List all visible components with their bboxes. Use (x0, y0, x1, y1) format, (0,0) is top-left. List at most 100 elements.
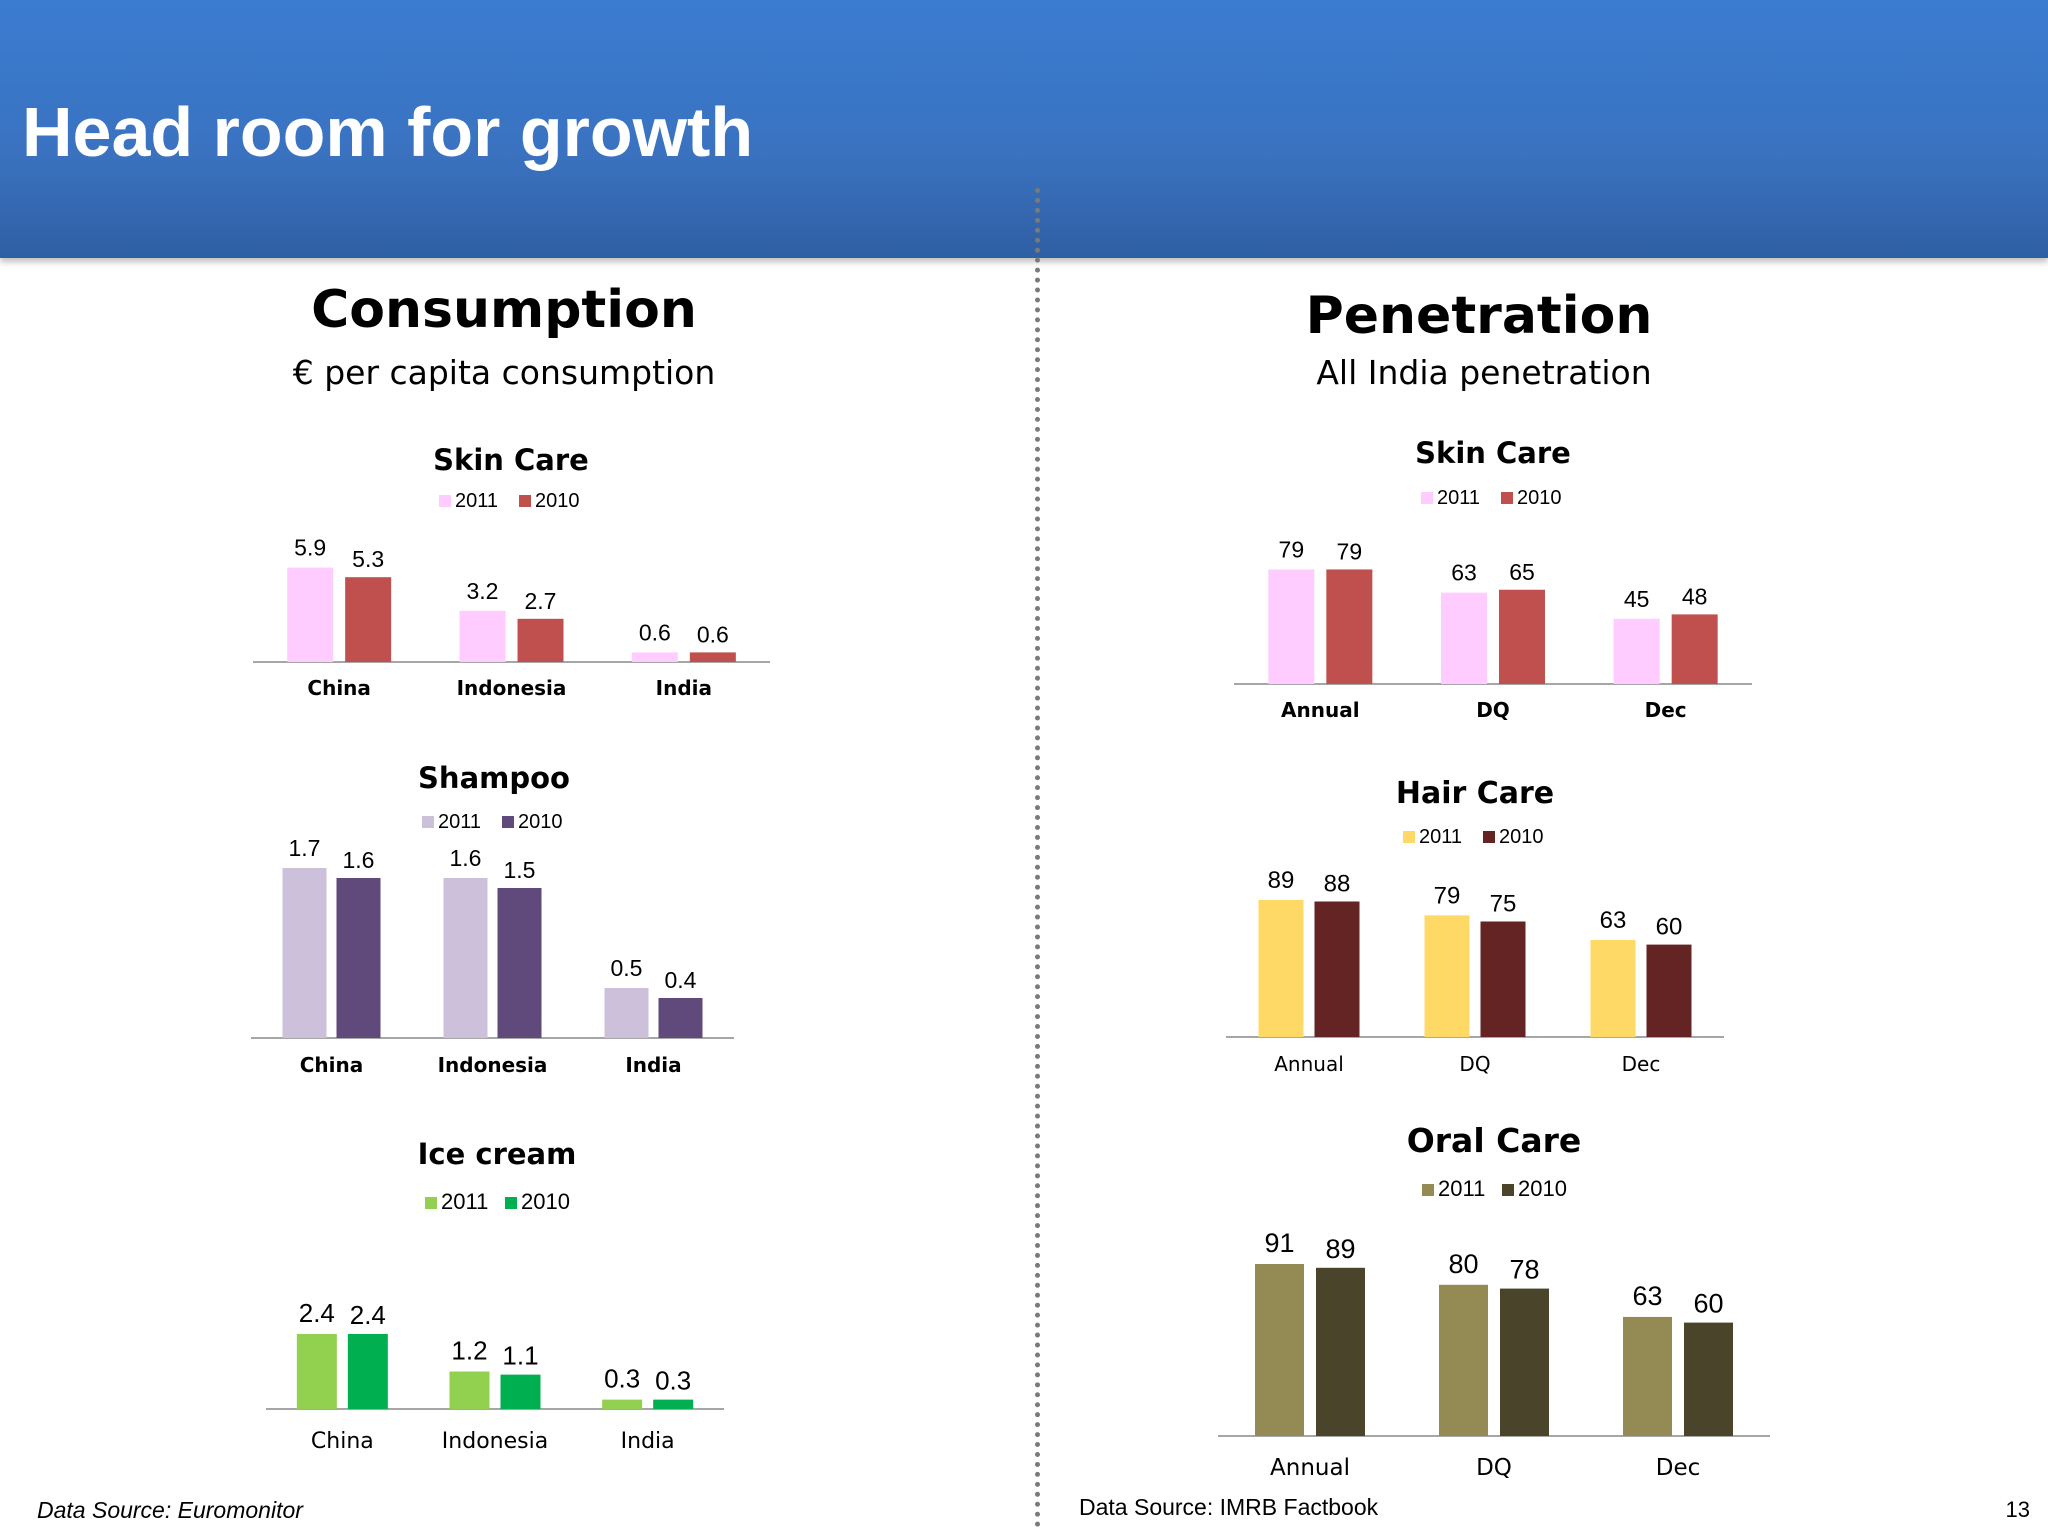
skin-care-penetration-data-label-2010-annual: 79 (1337, 538, 1363, 564)
hair-care-penetration-data-label-2011-dq: 79 (1434, 882, 1461, 909)
skin-care-penetration-bar-2011-dec (1613, 618, 1660, 684)
skin-care-consumption-data-label-2011-india: 0.6 (639, 619, 671, 645)
hair-care-penetration-category-label-annual: Annual (1274, 1052, 1344, 1076)
skin-care-penetration-data-label-2010-dq: 65 (1509, 559, 1535, 585)
skin-care-consumption-data-label-2011-indonesia: 3.2 (467, 578, 499, 604)
ice-cream-consumption-data-label-2010-india: 0.3 (655, 1366, 691, 1396)
hair-care-penetration-data-label-2010-dq: 75 (1490, 891, 1517, 918)
skin-care-consumption-data-label-2011-china: 5.9 (294, 535, 326, 561)
hair-care-penetration-legend-label-2011: 2011 (1419, 826, 1462, 848)
ice-cream-consumption-data-label-2011-china: 2.4 (299, 1298, 335, 1328)
ice-cream-consumption-legend-label-2011: 2011 (441, 1189, 488, 1214)
hair-care-penetration-data-label-2011-annual: 89 (1268, 867, 1295, 894)
skin-care-penetration-legend-label-2011: 2011 (1437, 487, 1480, 509)
ice-cream-consumption-category-label-china: China (311, 1429, 374, 1454)
skin-care-penetration-bar-2010-annual (1326, 569, 1373, 684)
skin-care-consumption-category-label-india: India (656, 676, 712, 700)
oral-care-penetration-data-label-2010-dec: 60 (1693, 1289, 1723, 1319)
penetration-subtitle: All India penetration (1316, 353, 1652, 392)
skin-care-penetration-data-label-2011-annual: 79 (1279, 536, 1305, 562)
oral-care-penetration-data-label-2011-annual: 91 (1264, 1228, 1294, 1258)
hair-care-penetration-category-label-dq: DQ (1459, 1052, 1490, 1076)
title-banner: Head room for growth (0, 0, 2048, 258)
hair-care-penetration-bar-2011-dec (1590, 939, 1636, 1037)
shampoo-consumption-legend-swatch-2010 (502, 816, 514, 828)
ice-cream-consumption-bar-2010-indonesia (500, 1374, 541, 1409)
skin-care-consumption-legend-label-2010: 2010 (535, 490, 580, 512)
oral-care-penetration-title: Oral Care (1407, 1121, 1582, 1160)
shampoo-consumption-bar-2010-india (658, 998, 703, 1038)
ice-cream-consumption-bar-2011-indonesia (449, 1371, 490, 1409)
skin-care-penetration-legend-swatch-2010 (1501, 492, 1513, 504)
hair-care-penetration-legend-swatch-2011 (1403, 831, 1415, 843)
ice-cream-consumption-bar-2011-india (602, 1399, 643, 1409)
oral-care-penetration-bar-2011-dq (1439, 1284, 1488, 1436)
skin-care-penetration-legend-swatch-2011 (1421, 492, 1433, 504)
ice-cream-consumption-category-label-india: India (621, 1429, 675, 1454)
ice-cream-consumption-bar-2011-china (296, 1334, 337, 1409)
ice-cream-consumption-data-label-2010-china: 2.4 (350, 1300, 386, 1330)
shampoo-consumption-legend-label-2011: 2011 (438, 811, 481, 833)
skin-care-penetration-category-label-annual: Annual (1281, 698, 1360, 722)
oral-care-penetration-category-label-annual: Annual (1270, 1455, 1350, 1481)
oral-care-penetration-data-label-2011-dq: 80 (1448, 1249, 1478, 1279)
shampoo-consumption-category-label-india: India (625, 1053, 681, 1077)
hair-care-penetration-bar-2011-annual (1258, 899, 1304, 1037)
oral-care-penetration-category-label-dq: DQ (1476, 1455, 1512, 1481)
skin-care-penetration-bar-2011-annual (1268, 569, 1315, 684)
hair-care-penetration-data-label-2010-annual: 88 (1324, 870, 1351, 897)
ice-cream-consumption-bar-2010-china (347, 1334, 388, 1409)
hair-care-penetration-title: Hair Care (1396, 776, 1554, 811)
slide-title: Head room for growth (22, 93, 754, 171)
shampoo-consumption-data-label-2011-indonesia: 1.6 (450, 845, 482, 871)
skin-care-consumption-legend-swatch-2010 (519, 495, 531, 507)
skin-care-penetration-data-label-2010-dec: 48 (1682, 583, 1708, 609)
oral-care-penetration-data-label-2011-dec: 63 (1632, 1281, 1662, 1311)
skin-care-consumption-legend-label-2011: 2011 (455, 490, 498, 512)
shampoo-consumption-bar-2011-indonesia (443, 878, 488, 1038)
ice-cream-consumption-data-label-2010-indonesia: 1.1 (502, 1341, 538, 1371)
hair-care-penetration-bar-2010-dec (1646, 944, 1692, 1037)
ice-cream-consumption-data-label-2011-india: 0.3 (604, 1364, 640, 1394)
skin-care-consumption-category-label-indonesia: Indonesia (457, 676, 567, 700)
shampoo-consumption-category-label-china: China (300, 1053, 364, 1077)
consumption-subtitle: € per capita consumption (292, 353, 716, 392)
ice-cream-consumption-category-label-indonesia: Indonesia (442, 1429, 548, 1454)
hair-care-penetration-legend-label-2010: 2010 (1499, 826, 1544, 848)
oral-care-penetration-bar-2010-annual (1316, 1267, 1365, 1436)
shampoo-consumption-data-label-2010-indonesia: 1.5 (504, 857, 536, 883)
oral-care-penetration-legend-label-2011: 2011 (1438, 1176, 1485, 1201)
skin-care-consumption-data-label-2010-india: 0.6 (697, 621, 729, 647)
skin-care-penetration-title: Skin Care (1415, 436, 1571, 470)
skin-care-penetration-legend-label-2010: 2010 (1517, 487, 1562, 509)
skin-care-penetration-category-label-dq: DQ (1476, 698, 1510, 722)
hair-care-penetration-bar-2010-dq (1480, 921, 1526, 1037)
penetration-title: Penetration (1305, 286, 1653, 346)
shampoo-consumption-legend-label-2010: 2010 (518, 811, 563, 833)
oral-care-penetration-category-label-dec: Dec (1656, 1455, 1701, 1481)
skin-care-consumption-bar-2011-china (287, 567, 334, 662)
hair-care-penetration-bar-2010-annual (1314, 901, 1360, 1037)
shampoo-consumption-bar-2010-china (336, 878, 381, 1038)
hair-care-penetration-bar-2011-dq (1424, 915, 1470, 1037)
shampoo-consumption-bar-2010-indonesia (497, 888, 542, 1038)
oral-care-penetration-bar-2011-dec (1623, 1316, 1672, 1436)
oral-care-penetration-legend-swatch-2011 (1422, 1184, 1434, 1196)
skin-care-consumption-data-label-2010-china: 5.3 (352, 546, 384, 572)
page-number: 13 (2005, 1497, 2030, 1522)
shampoo-consumption-legend-swatch-2011 (422, 816, 434, 828)
skin-care-penetration-bar-2010-dec (1671, 614, 1718, 684)
penetration-data-source: Data Source: IMRB Factbook (1079, 1494, 1379, 1520)
skin-care-penetration-category-label-dec: Dec (1645, 698, 1687, 722)
shampoo-consumption-data-label-2011-india: 0.5 (611, 955, 643, 981)
skin-care-consumption-bar-2010-china (345, 577, 392, 662)
skin-care-consumption-bar-2011-indonesia (459, 610, 506, 662)
oral-care-penetration-data-label-2010-annual: 89 (1325, 1234, 1355, 1264)
ice-cream-consumption-title: Ice cream (418, 1137, 577, 1171)
oral-care-penetration-bar-2011-annual (1255, 1264, 1304, 1436)
skin-care-consumption-legend-swatch-2011 (439, 495, 451, 507)
oral-care-penetration-bar-2010-dec (1684, 1322, 1733, 1436)
ice-cream-consumption-legend-swatch-2011 (425, 1197, 437, 1209)
ice-cream-consumption-bar-2010-india (653, 1399, 694, 1409)
shampoo-consumption-title: Shampoo (418, 761, 570, 795)
